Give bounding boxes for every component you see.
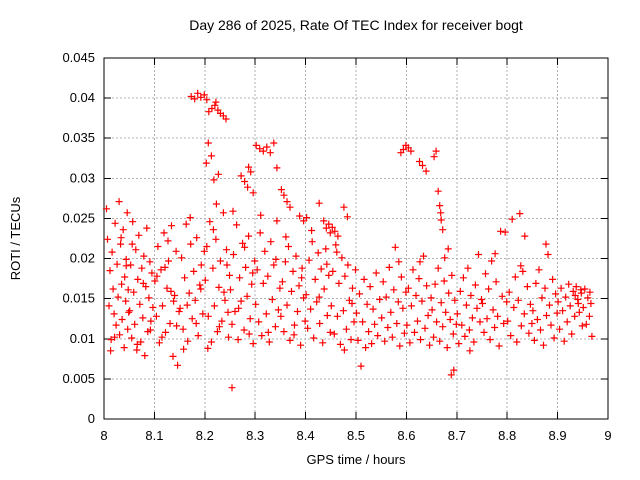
- x-tick-label: 8.4: [297, 428, 315, 443]
- plot-border: [103, 57, 609, 420]
- x-tick-label: 8.1: [145, 428, 163, 443]
- y-tick-label: 0.03: [70, 170, 95, 185]
- data-points: [103, 89, 596, 392]
- y-axis-label: ROTI / TECUs: [8, 196, 23, 280]
- y-tick-label: 0.045: [62, 50, 95, 65]
- x-tick-label: 8.8: [498, 428, 516, 443]
- y-tick-label: 0.02: [70, 251, 95, 266]
- y-tick-label: 0.025: [62, 210, 95, 225]
- y-tick-label: 0: [88, 411, 95, 426]
- x-tick-label: 8.9: [549, 428, 567, 443]
- x-tick-label: 8: [100, 428, 107, 443]
- x-tick-label: 8.2: [196, 428, 214, 443]
- x-tick-label: 8.6: [397, 428, 415, 443]
- x-tick-label: 8.5: [347, 428, 365, 443]
- x-tick-label: 8.3: [246, 428, 264, 443]
- y-tick-label: 0.01: [70, 331, 95, 346]
- y-tick-label: 0.015: [62, 291, 95, 306]
- chart-title: Day 286 of 2025, Rate Of TEC Index for r…: [189, 17, 523, 33]
- y-tick-label: 0.005: [62, 371, 95, 386]
- x-axis-label: GPS time / hours: [307, 452, 406, 467]
- x-tick-label: 9: [604, 428, 611, 443]
- x-tick-label: 8.7: [448, 428, 466, 443]
- y-tick-label: 0.04: [70, 90, 95, 105]
- y-tick-label: 0.035: [62, 130, 95, 145]
